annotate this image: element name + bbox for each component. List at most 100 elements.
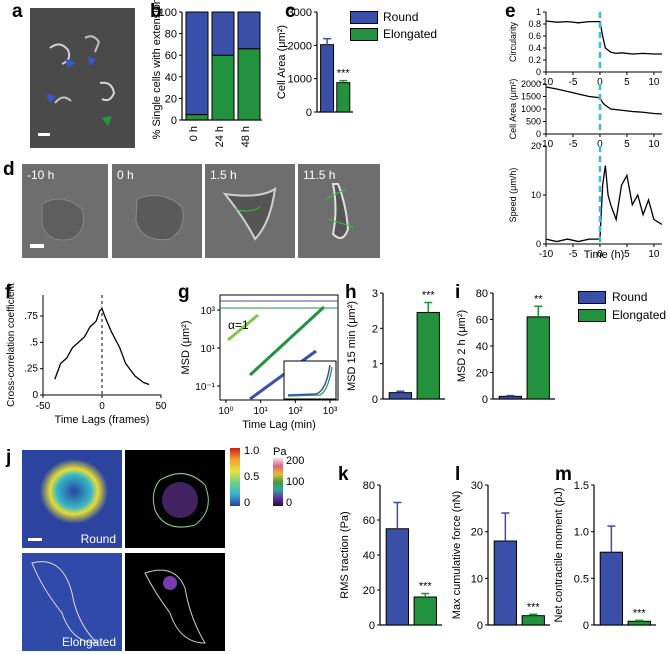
y-tick-label: .75 <box>24 311 38 322</box>
x-tick-label: 24 h <box>214 126 226 147</box>
bar-elongated <box>413 596 437 626</box>
time-label: 1.5 h <box>210 168 237 182</box>
legend-panel-c: Round Elongated <box>350 10 437 41</box>
panel-d-frame-3: 1.5 h <box>205 164 295 258</box>
panel-letter-j: j <box>6 447 12 468</box>
x-tick-label: 10 <box>648 249 660 260</box>
x-tick-label: 10⁰ <box>218 406 233 417</box>
colorbar-tick: 100 <box>286 476 305 488</box>
significance-label: *** <box>633 607 647 619</box>
y-axis-label: Net contractile moment (pJ) <box>553 487 565 622</box>
x-tick-label: 0 <box>597 249 603 260</box>
y-tick-label: 60 <box>165 50 177 62</box>
y-tick-label: 3000 <box>288 7 312 19</box>
y-axis-label: MSD (μm²) <box>180 321 192 375</box>
y-tick-label: 80 <box>363 480 375 492</box>
y-axis-label: Cell Area (μm²) <box>276 25 288 99</box>
chart-g: 10⁰ 10¹ 10² 10³ 10⁻¹ 10¹ 10³ α=1 Time Lag (min) M… <box>180 294 339 431</box>
y-tick-label: 10 <box>471 573 483 585</box>
bar-elongated <box>521 615 545 626</box>
series-round <box>249 349 317 401</box>
x-axis-label: Time Lags (frames) <box>55 414 150 426</box>
y-tick-label: 20 <box>531 141 541 151</box>
x-tick-label: 0 <box>597 139 603 150</box>
colorbar-pressure <box>273 458 283 506</box>
y-tick-label: 30 <box>471 480 483 492</box>
y-tick-label: 0.2 <box>528 55 541 65</box>
x-tick-label: 0 <box>597 77 603 88</box>
panel-a-cells <box>38 35 116 136</box>
x-tick-label: 10 <box>648 77 660 88</box>
y-tick-label: 2000 <box>521 79 541 89</box>
x-tick-label: -5 <box>569 249 578 260</box>
y-tick-label: 500 <box>526 117 541 127</box>
bar-elongated <box>211 54 235 121</box>
y-tick-label: 0.4 <box>528 43 541 53</box>
y-tick-label: 10⁻¹ <box>195 382 215 393</box>
x-tick-label: 10³ <box>323 406 338 417</box>
arrowhead-elongated <box>102 116 112 126</box>
chart-k: 0 20 40 60 80 RMS traction (Pa) *** <box>339 480 442 632</box>
colorbar-tick: 0.5 <box>244 471 260 483</box>
row-label-round: Round <box>80 532 116 546</box>
y-tick-label: 80 <box>165 29 177 41</box>
y-tick-label: 40 <box>476 341 488 353</box>
inset-curve-round <box>287 364 331 396</box>
data-line <box>545 20 662 55</box>
y-tick-label: 0 <box>477 620 483 632</box>
panel-d-frame-4: 11.5 h <box>298 164 380 258</box>
slope-reference <box>227 313 259 342</box>
data-line <box>54 307 150 386</box>
panel-letter-m: m <box>555 464 572 485</box>
x-tick-label: -5 <box>569 77 578 88</box>
y-tick-label: 0 <box>536 239 541 249</box>
y-tick-label: 40 <box>165 72 177 84</box>
panel-letter-k: k <box>338 464 349 485</box>
panel-j-elongated-vectors <box>125 553 225 651</box>
y-tick-label: 0 <box>372 394 378 406</box>
bar-elongated <box>627 620 651 626</box>
y-tick-label: 20 <box>476 368 488 380</box>
y-tick-label: 0 <box>536 129 541 139</box>
bar-elongated <box>336 82 351 113</box>
legend-swatch-elongated <box>578 308 606 322</box>
bar-round <box>237 11 261 50</box>
series-elongated <box>248 305 326 377</box>
x-axis-label: Time Lag (min) <box>242 419 316 431</box>
chart-h: 0 1 2 3 MSD 15 min (μm²) *** <box>346 288 445 406</box>
bar-elongated <box>185 114 209 121</box>
y-tick-label: 2000 <box>288 40 312 52</box>
panel-j-round-map: Round <box>22 450 122 548</box>
y-tick-label: 0 <box>306 107 312 119</box>
colorbar-tick: 200 <box>286 455 305 467</box>
y-tick-label: 20 <box>471 527 483 539</box>
arrowhead-round-3 <box>46 94 56 103</box>
data-line <box>545 86 663 115</box>
y-tick-label: 10¹ <box>201 344 216 355</box>
time-label: -10 h <box>27 168 55 182</box>
y-tick-label: 0.8 <box>528 19 541 29</box>
y-tick-label: 100 <box>159 7 177 19</box>
panel-letter-b: b <box>150 1 162 22</box>
panel-letter-a: a <box>12 1 23 22</box>
x-tick-label: 5 <box>624 249 630 260</box>
chart-i: 0 20 40 60 80 MSD 2 h (μm²) ** <box>456 288 555 406</box>
y-axis-label: Max cumulative force (nN) <box>451 491 463 619</box>
y-axis-label: MSD 2 h (μm²) <box>456 310 468 382</box>
y-axis-label: Speed (μm/h) <box>508 168 518 223</box>
colorbar-strain <box>230 448 240 506</box>
x-tick-label: -10 <box>539 249 554 260</box>
bar-elongated <box>526 316 550 400</box>
x-tick-label: 10¹ <box>253 406 268 417</box>
legend-panel-hi: Round Elongated <box>578 290 666 322</box>
y-axis-label: MSD 15 min (μm²) <box>346 301 358 391</box>
significance-label: ** <box>534 293 543 305</box>
scale-bar <box>38 133 50 136</box>
x-tick-label: 5 <box>624 77 630 88</box>
y-tick-label: 0 <box>536 67 541 77</box>
y-axis-label: Cell Area (μm²) <box>508 79 518 140</box>
significance-label: *** <box>419 581 433 593</box>
y-tick-label: 40 <box>363 550 375 562</box>
y-tick-label: 1.0 <box>574 527 589 539</box>
